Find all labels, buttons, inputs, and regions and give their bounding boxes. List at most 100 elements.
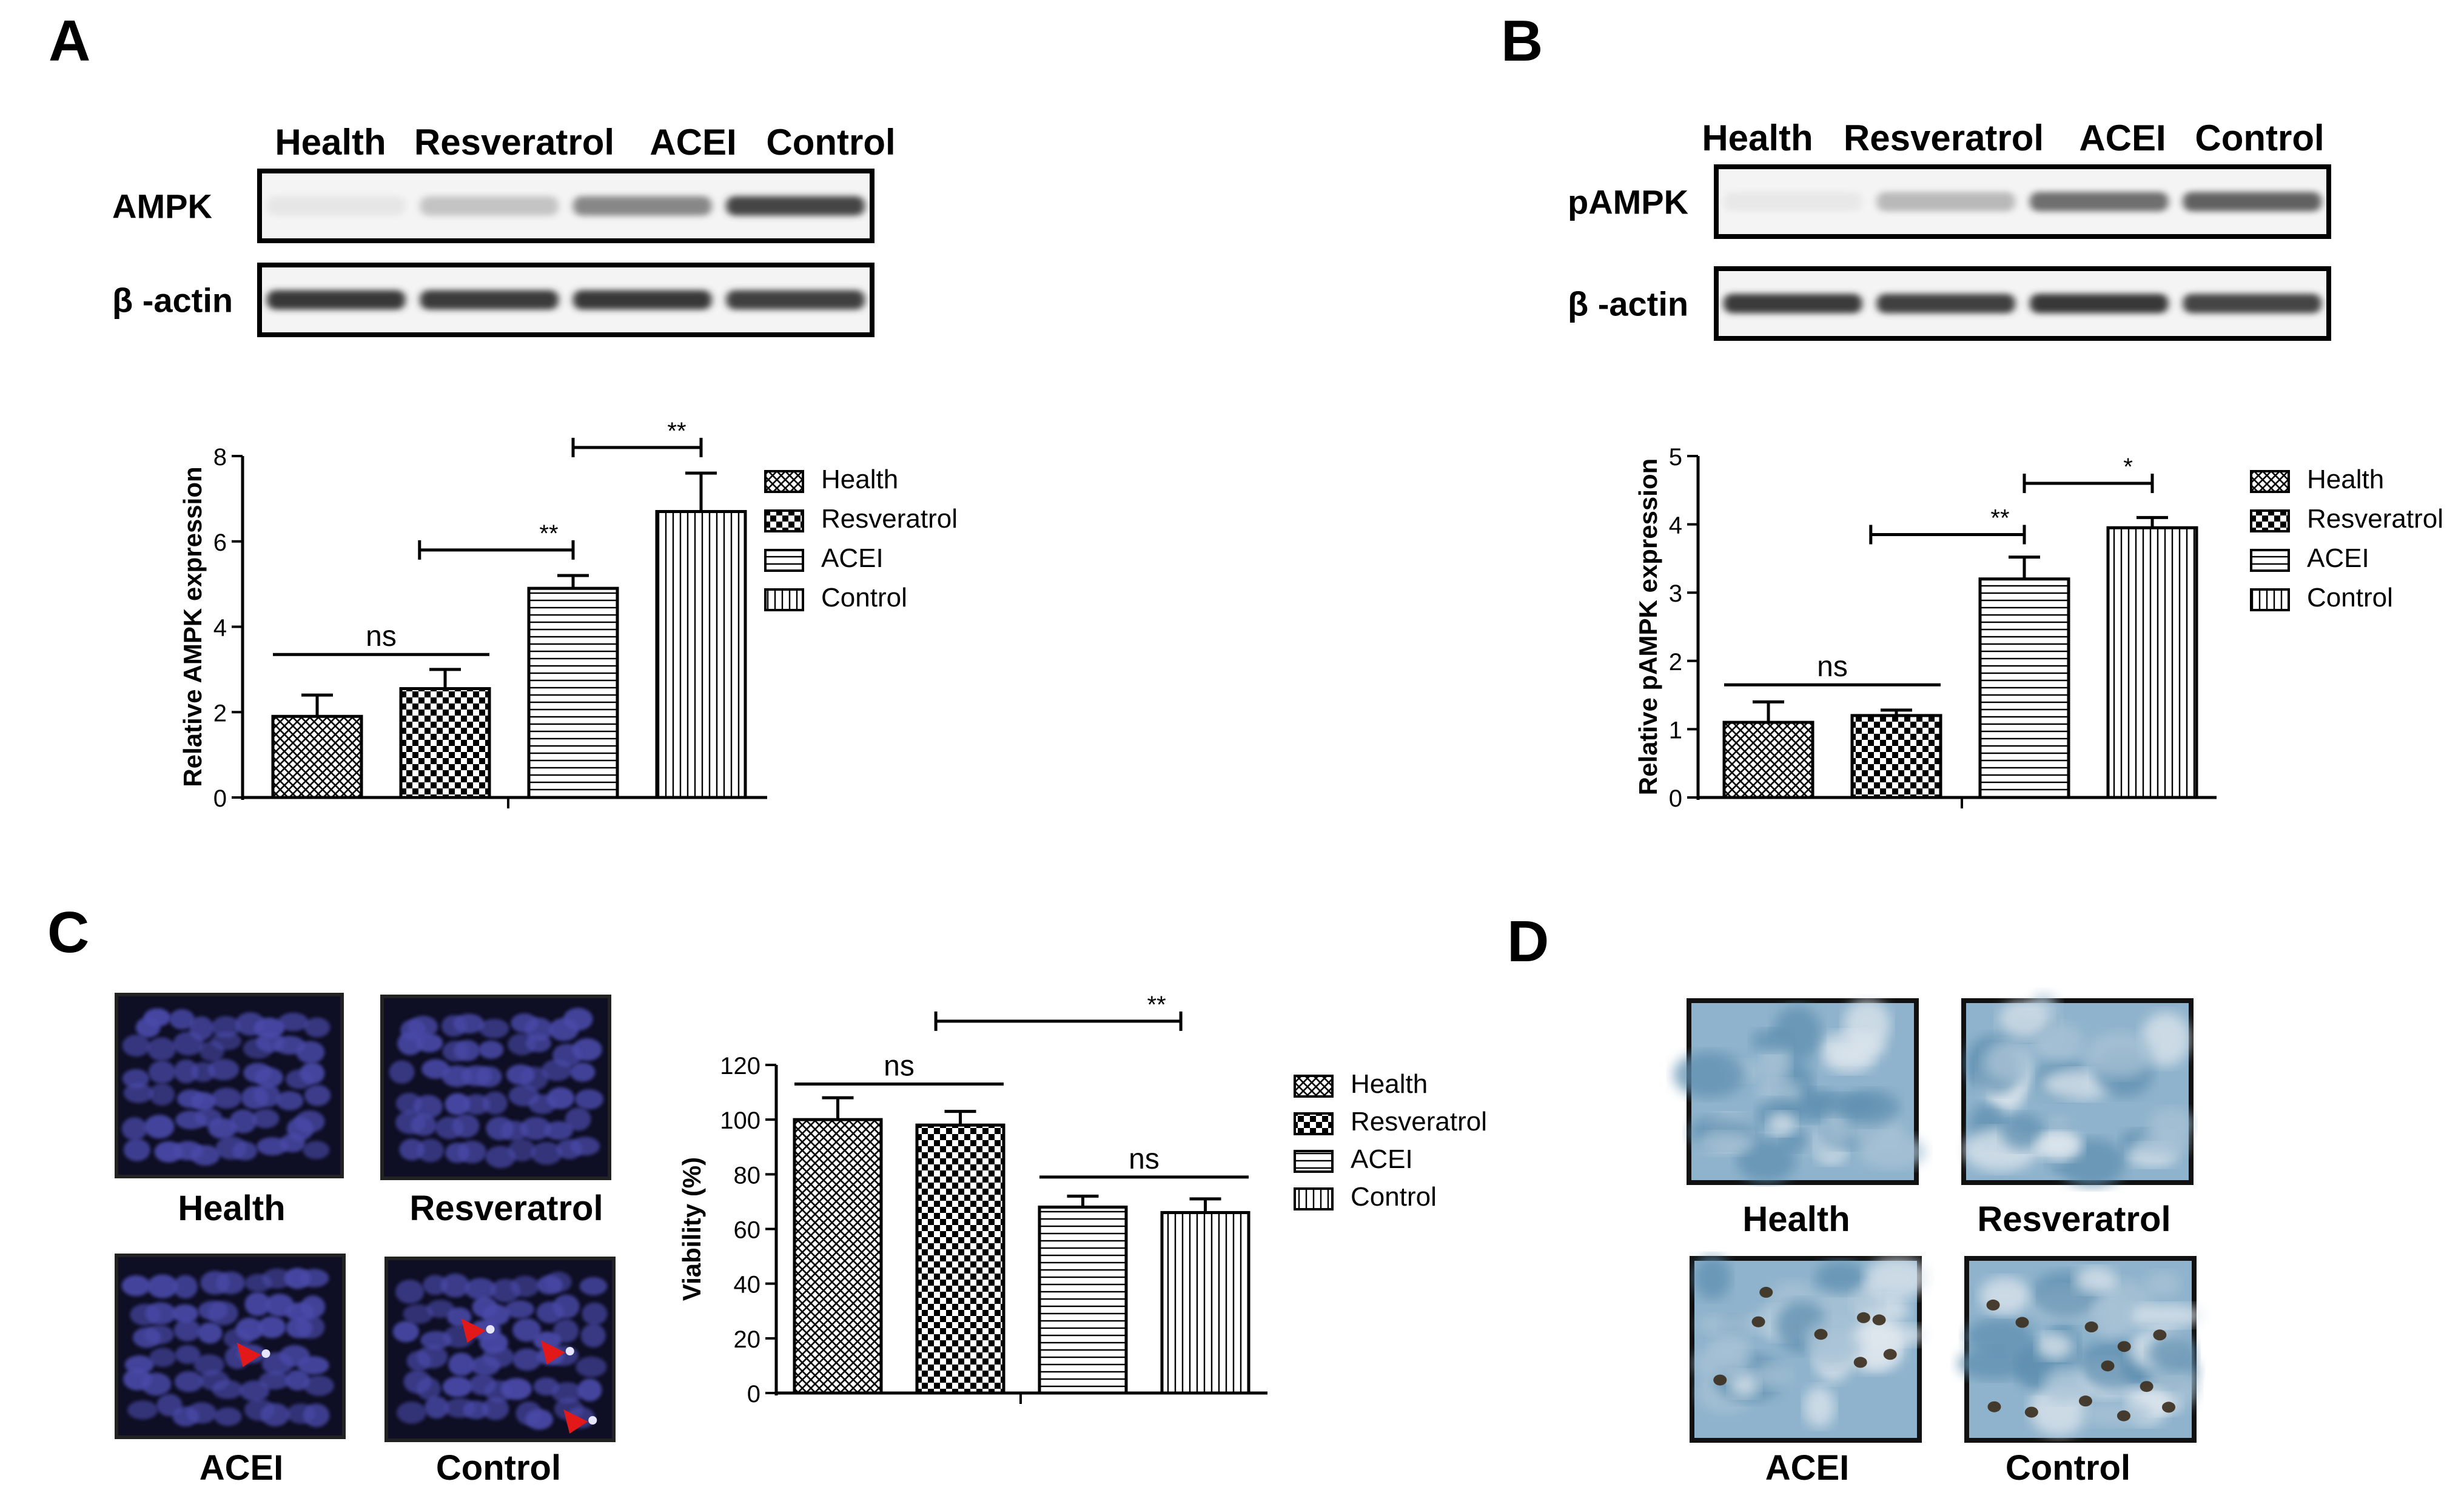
- cell-nucleus: [121, 1275, 151, 1297]
- blot-row-label: β -actin: [112, 281, 233, 320]
- cell-nucleus: [452, 1114, 480, 1138]
- blot-lane-label: Control: [2195, 118, 2324, 158]
- y-tick-label: 2: [1669, 649, 1682, 676]
- cell-nucleus: [389, 1060, 415, 1084]
- apoptotic-cell: [486, 1325, 495, 1334]
- cell-nucleus: [214, 1407, 242, 1426]
- cell-nucleus: [296, 1315, 325, 1339]
- blot-lane-label: Resveratrol: [1844, 118, 2044, 158]
- bar-control: [2106, 526, 2198, 799]
- cell-nucleus: [190, 1092, 216, 1111]
- legend-swatch: [2250, 549, 2290, 572]
- cell-nucleus: [482, 1397, 509, 1420]
- significance-label: ns: [1817, 651, 1848, 683]
- cell-nucleus: [211, 1087, 242, 1109]
- blot-band: [2183, 192, 2321, 212]
- cell-nucleus: [122, 1035, 150, 1057]
- cell-nucleus: [531, 1141, 563, 1165]
- legend-label: Control: [821, 583, 907, 613]
- tissue-region: [2092, 1293, 2129, 1340]
- cell-nucleus: [232, 1141, 258, 1161]
- cell-nucleus: [295, 1110, 325, 1133]
- bar-health: [793, 1118, 883, 1395]
- cell-nucleus: [425, 1396, 449, 1419]
- cell-nucleus: [478, 1040, 504, 1059]
- tissue-region: [2035, 1132, 2083, 1161]
- tissue-region: [1815, 1261, 1865, 1294]
- micrograph-label: Resveratrol: [409, 1189, 603, 1228]
- cell-nucleus: [579, 1277, 608, 1295]
- legend-label: Health: [2307, 465, 2384, 494]
- cell-nucleus: [520, 1066, 549, 1090]
- cell-nucleus: [285, 1369, 310, 1391]
- cell-nucleus: [144, 1324, 174, 1345]
- tunel-positive-nucleus: [1986, 1299, 2000, 1311]
- cell-nucleus: [253, 1084, 281, 1107]
- significance-label: *: [2123, 454, 2133, 480]
- cell-nucleus: [304, 1084, 331, 1106]
- tissue-region: [1983, 1041, 2035, 1083]
- cell-nucleus: [260, 1403, 290, 1427]
- tissue-region: [1965, 1318, 2034, 1355]
- blot-lane-label: ACEI: [650, 122, 736, 163]
- cell-nucleus: [570, 1136, 600, 1156]
- tissue-region: [2084, 1032, 2155, 1078]
- cell-nucleus: [123, 1083, 153, 1103]
- cell-nucleus: [482, 1091, 508, 1115]
- legend-label: Resveratrol: [2307, 504, 2443, 534]
- tissue-region: [1804, 1386, 1835, 1428]
- cell-nucleus: [197, 1322, 223, 1344]
- tunel-positive-nucleus: [2015, 1317, 2029, 1328]
- cell-nucleus: [147, 1274, 178, 1298]
- tunel-positive-nucleus: [2140, 1381, 2153, 1392]
- tissue-region: [2135, 1131, 2189, 1158]
- tunel-positive-nucleus: [1883, 1349, 1897, 1360]
- tissue-region: [2036, 1332, 2073, 1360]
- cell-nucleus: [572, 1038, 602, 1061]
- blot-lane-label: Health: [275, 122, 386, 163]
- cell-nucleus: [577, 1378, 602, 1402]
- cell-nucleus: [576, 1356, 607, 1377]
- cell-nucleus: [574, 1089, 603, 1110]
- y-tick-label: 60: [734, 1217, 761, 1244]
- western-blot-pampk: Health Resveratrol ACEI Control pAMPK β -acti…: [1568, 118, 2331, 341]
- y-axis-label: Relative pAMPK expression: [1634, 458, 1662, 796]
- tissue-region: [1853, 1324, 1927, 1346]
- cell-nucleus: [147, 1037, 176, 1061]
- tissue-region: [1694, 1255, 1731, 1300]
- cell-nucleus: [207, 1301, 238, 1326]
- tissue-region: [2001, 1113, 2044, 1150]
- y-axis-label: Viability (%): [677, 1157, 706, 1301]
- cell-nucleus: [482, 1346, 514, 1368]
- cell-nucleus: [262, 1268, 292, 1289]
- legend-label: Resveratrol: [821, 504, 958, 534]
- cell-nucleus: [303, 1403, 330, 1428]
- cell-nucleus: [278, 1012, 309, 1032]
- y-tick-label: 2: [213, 700, 227, 727]
- y-tick-label: 100: [720, 1107, 760, 1134]
- cell-nucleus: [169, 1009, 195, 1030]
- y-tick-label: 4: [213, 615, 227, 642]
- blot-band: [2030, 294, 2169, 314]
- cell-nucleus: [463, 1400, 489, 1420]
- y-tick-label: 0: [1669, 785, 1682, 812]
- bar-acei: [1038, 1205, 1128, 1395]
- bar-chart-viability: 0 20 40 60 80 100 120 Viability (%) ns ns ** Health…: [677, 992, 1487, 1408]
- cell-nucleus: [235, 1317, 264, 1341]
- cell-nucleus: [512, 1348, 542, 1371]
- legend-swatch: [2250, 509, 2290, 532]
- cell-nucleus: [397, 1031, 423, 1055]
- cell-nucleus: [141, 1372, 172, 1396]
- y-tick-label: 20: [734, 1326, 761, 1353]
- y-tick-label: 3: [1669, 580, 1682, 607]
- tissue-region: [1767, 1112, 1796, 1135]
- y-tick-label: 4: [1669, 512, 1682, 539]
- cell-nucleus: [259, 1371, 290, 1390]
- tissue-region: [1809, 1332, 1855, 1368]
- panel-letter-a: A: [49, 8, 90, 73]
- cell-nucleus: [569, 1063, 596, 1082]
- cell-nucleus: [546, 1087, 575, 1109]
- cell-nucleus: [173, 1059, 199, 1084]
